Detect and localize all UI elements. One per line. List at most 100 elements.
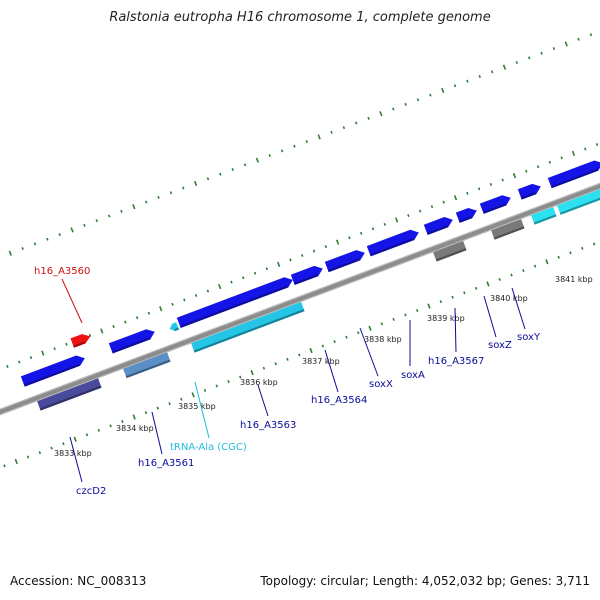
gene-forward-2-body [108, 329, 155, 354]
scale-tick [147, 311, 151, 315]
scale-tick [312, 249, 316, 253]
scale-tick [206, 289, 210, 293]
scale-tick [157, 195, 160, 199]
scale-label: 3835 kbp [178, 402, 216, 411]
scale-tick [191, 392, 195, 398]
gene-forward-1-body [20, 355, 85, 387]
gene-label-leader [257, 384, 269, 417]
gene-label: h16_A3561 [138, 458, 194, 469]
scale-tick [489, 182, 493, 186]
scale-tick [169, 191, 173, 195]
scale-label: 3833 kbp [54, 449, 92, 458]
gene-soxY-shade [533, 214, 557, 225]
scale-tick [298, 353, 301, 357]
accession-text: Accession: NC_008313 [10, 574, 147, 588]
scale-tick [486, 281, 490, 287]
scale-tick [536, 165, 540, 169]
gene-label-leader [454, 307, 457, 353]
scale-tick [21, 247, 24, 251]
scale-tick [502, 64, 507, 70]
gene-forward-7 [423, 217, 453, 235]
scale-tick [359, 231, 363, 235]
gene-label: soxY [517, 332, 541, 343]
gene-label: h16_A3560 [34, 266, 90, 277]
gene-h16-A3563-body [191, 301, 305, 353]
gene-label-leader [61, 278, 83, 324]
scale-tick [182, 186, 185, 190]
scale-tick [168, 402, 171, 406]
gene-forward-11-body [547, 160, 600, 189]
scale-tick [392, 107, 395, 111]
scale-tick [38, 451, 42, 455]
inner-scale-ticks-lower [3, 242, 596, 468]
scale-tick [557, 255, 560, 259]
gene-label-leader [324, 349, 339, 393]
scale-tick [466, 191, 469, 195]
scale-tick [206, 177, 210, 181]
scale-tick [552, 47, 556, 51]
scale-tick [193, 180, 198, 187]
gene-czcD2-body [37, 378, 102, 411]
scale-tick [183, 298, 186, 302]
gene-forward-2 [108, 329, 155, 354]
scale-tick [407, 214, 410, 218]
scale-label: 3838 kbp [364, 335, 402, 344]
scale-tick [584, 147, 587, 151]
scale-tick [522, 269, 525, 273]
scale-tick [289, 258, 292, 262]
scale-tick [451, 295, 454, 299]
scale-tick [33, 242, 37, 246]
scale-tick [29, 356, 33, 360]
scale-tick [132, 204, 136, 210]
scale-tick [121, 419, 124, 423]
scale-tick [159, 306, 163, 312]
scale-label: 3836 kbp [240, 378, 278, 387]
scale-label: 3837 kbp [302, 357, 340, 366]
scale-tick [404, 313, 407, 317]
scale-tick [268, 154, 271, 158]
gene-forward-3-body [176, 277, 293, 328]
scale-tick [97, 428, 101, 432]
scale-tick [342, 126, 346, 130]
scale-tick [250, 370, 254, 376]
gene-label-leader [194, 381, 210, 439]
scale-tick [218, 283, 222, 290]
scale-tick [95, 219, 98, 223]
scale-tick [540, 51, 543, 55]
gene-label: czcD2 [76, 486, 106, 497]
gene-label: h16_A3567 [428, 356, 484, 367]
scale-tick [194, 293, 198, 297]
gene-h16-A3560 [70, 334, 91, 348]
scale-tick [6, 364, 9, 368]
scale-tick [380, 322, 384, 326]
gene-forward-1 [20, 355, 85, 387]
scale-tick [120, 209, 123, 213]
gene-soxZ-body [491, 219, 525, 240]
scale-tick [62, 442, 65, 446]
gene-forward-8-body [455, 208, 477, 223]
scale-tick [335, 239, 340, 245]
map-title: Ralstonia eutropha H16 chromosome 1, com… [109, 10, 491, 25]
scale-tick [50, 446, 53, 450]
scale-tick [466, 79, 469, 83]
gene-forward-7-shade [426, 225, 449, 235]
gene-label-leader [359, 327, 379, 377]
scale-tick [58, 233, 61, 237]
scale-tick [442, 200, 445, 204]
gene-forward-9 [479, 195, 511, 214]
gene-forward-4 [290, 265, 323, 285]
gene-czcD2 [37, 378, 102, 411]
scale-label: 3841 kbp [555, 275, 593, 284]
scale-tick [512, 172, 517, 179]
scale-tick [8, 250, 12, 256]
gene-h16-A3563 [191, 301, 305, 353]
gene-label: soxX [369, 379, 393, 390]
scale-tick [70, 227, 74, 233]
topology-text: Topology: circular; Length: 4,052,032 bp… [260, 574, 590, 588]
scale-tick [317, 134, 321, 140]
scale-tick [533, 264, 537, 268]
scale-tick [453, 195, 458, 201]
scale-tick [589, 33, 593, 37]
scale-tick [132, 414, 136, 420]
